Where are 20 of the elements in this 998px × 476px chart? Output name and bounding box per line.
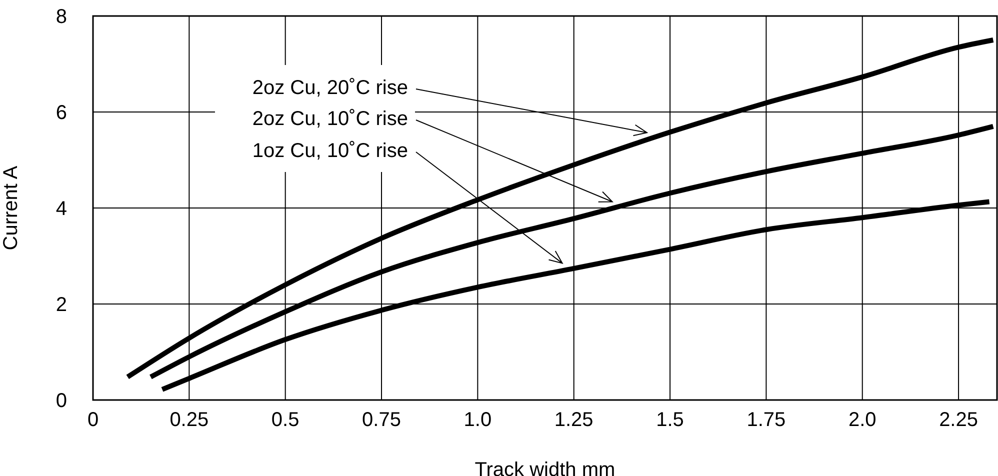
annotation: 2oz Cu, 10˚C rise bbox=[252, 108, 408, 130]
x-tick-label: 0.5 bbox=[271, 409, 300, 432]
x-tick-label: 0 bbox=[87, 409, 99, 432]
y-tick-label: 0 bbox=[56, 390, 67, 412]
x-axis-title: Track width mm bbox=[474, 459, 616, 476]
annotation: 2oz Cu, 20˚C rise bbox=[252, 77, 408, 99]
x-tick-label: 2.25 bbox=[939, 409, 978, 432]
x-tick-label: 1.0 bbox=[464, 409, 492, 432]
y-tick-label: 6 bbox=[56, 102, 67, 124]
x-tick-label: 2.0 bbox=[848, 409, 876, 432]
y-tick-label: 8 bbox=[56, 6, 67, 28]
x-tick-label: 1.75 bbox=[746, 409, 786, 432]
x-tick-label: 1.5 bbox=[656, 409, 684, 432]
y-axis-title: Current A bbox=[0, 165, 22, 250]
x-tick-label: 0.75 bbox=[362, 409, 401, 432]
annotation: 1oz Cu, 10˚C rise bbox=[252, 140, 408, 162]
y-tick-label: 4 bbox=[56, 198, 67, 220]
x-tick-label: 1.25 bbox=[554, 409, 594, 432]
y-tick-label: 2 bbox=[56, 294, 67, 316]
x-tick-label: 0.25 bbox=[170, 409, 209, 432]
